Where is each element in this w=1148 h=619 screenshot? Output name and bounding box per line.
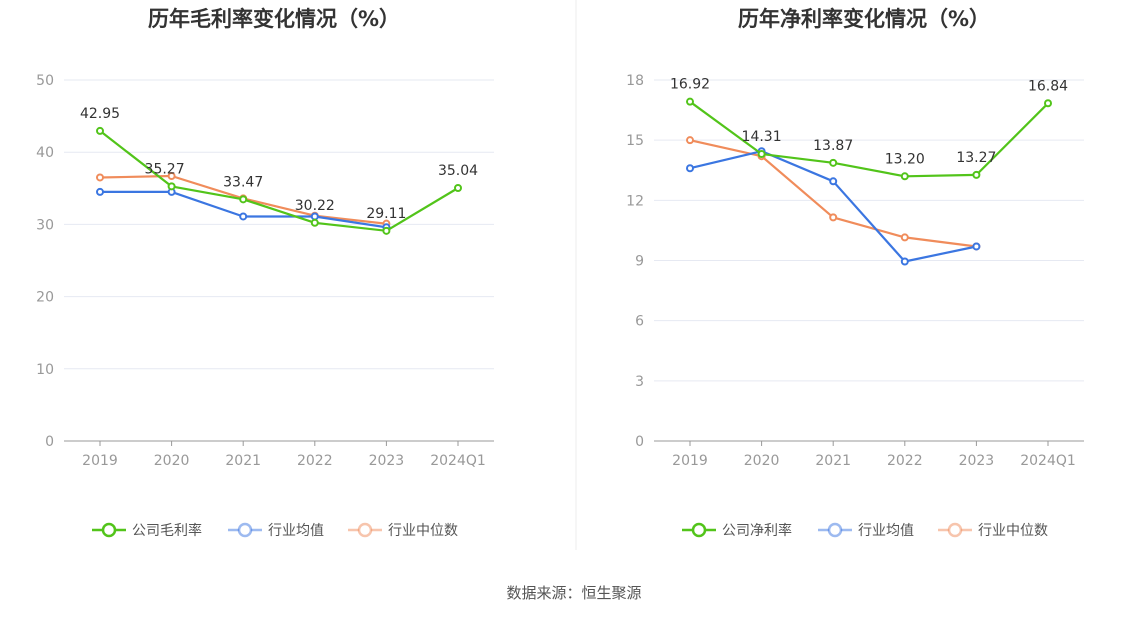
- y-tick-label: 50: [36, 73, 54, 89]
- y-tick-label: 3: [635, 374, 644, 390]
- data-label: 35.27: [145, 161, 185, 177]
- legend-label: 公司毛利率: [132, 522, 202, 539]
- chart-title: 历年毛利率变化情况（%）: [148, 7, 400, 31]
- data-point: [686, 164, 694, 173]
- data-source: 数据来源：恒生聚源: [506, 584, 641, 602]
- data-label: 14.31: [742, 129, 782, 145]
- data-point: [900, 172, 909, 181]
- data-label: 16.92: [670, 77, 710, 93]
- data-point: [829, 177, 838, 186]
- series-line-industry-avg: [689, 150, 977, 263]
- y-tick-label: 40: [36, 145, 54, 161]
- legend-marker: [947, 522, 963, 538]
- x-tick-label: 2024Q1: [1020, 453, 1076, 469]
- legend-marker: [827, 522, 843, 538]
- data-point: [239, 195, 248, 204]
- data-label: 13.20: [885, 151, 925, 167]
- y-tick-label: 0: [45, 434, 54, 450]
- data-point: [1044, 99, 1052, 108]
- y-tick-label: 12: [626, 193, 644, 209]
- chart-title: 历年净利率变化情况（%）: [738, 7, 990, 31]
- data-point: [96, 187, 104, 196]
- data-label: 33.47: [223, 174, 263, 190]
- x-tick-label: 2020: [154, 453, 190, 469]
- data-point: [829, 213, 838, 222]
- y-tick-label: 9: [635, 254, 644, 270]
- data-point: [96, 126, 104, 135]
- data-point: [900, 257, 909, 266]
- y-tick-label: 0: [635, 434, 644, 450]
- data-point: [454, 184, 462, 193]
- y-tick-label: 15: [626, 133, 644, 149]
- data-point: [382, 226, 391, 235]
- data-label: 30.22: [295, 198, 335, 214]
- data-point: [167, 182, 176, 191]
- x-tick-label: 2021: [225, 453, 261, 469]
- data-label: 42.95: [80, 106, 120, 122]
- data-label: 35.04: [438, 163, 478, 179]
- data-point: [757, 150, 766, 159]
- x-tick-label: 2019: [672, 453, 708, 469]
- gross-margin-chart: 历年毛利率变化情况（%） 0 10 20 30 40 50 2019 2020 2021 2022…: [36, 7, 494, 539]
- y-tick-label: 18: [626, 73, 644, 89]
- x-tick-label: 2022: [297, 453, 333, 469]
- x-tick-label: 2019: [82, 453, 118, 469]
- x-tick-label: 2020: [744, 453, 780, 469]
- data-point: [310, 218, 319, 227]
- legend-label: 行业均值: [858, 523, 914, 539]
- legend-marker: [691, 522, 707, 538]
- data-point: [310, 212, 319, 221]
- data-point: [167, 172, 176, 181]
- series-line-industry-median: [689, 139, 977, 248]
- x-tick-label: 2022: [887, 453, 923, 469]
- y-tick-label: 30: [36, 217, 54, 233]
- series-line-company: [689, 100, 1049, 178]
- data-point: [96, 173, 104, 182]
- legend-label: 公司净利率: [722, 522, 792, 539]
- data-point: [972, 170, 981, 179]
- data-point: [239, 212, 248, 221]
- legend-label: 行业均值: [268, 523, 324, 539]
- x-tick-label: 2023: [959, 453, 995, 469]
- data-label: 13.87: [813, 138, 853, 154]
- data-label: 13.27: [956, 150, 996, 166]
- legend-marker: [357, 522, 373, 538]
- data-label: 16.84: [1028, 78, 1068, 94]
- data-point: [972, 242, 981, 251]
- x-tick-label: 2024Q1: [430, 453, 486, 469]
- data-point: [686, 97, 694, 106]
- legend-marker: [237, 522, 253, 538]
- data-point: [900, 233, 909, 242]
- legend-label: 行业中位数: [388, 523, 458, 539]
- data-point: [829, 158, 838, 167]
- x-tick-label: 2023: [369, 453, 405, 469]
- legend-label: 行业中位数: [978, 523, 1048, 539]
- y-tick-label: 20: [36, 290, 54, 306]
- series-line-company: [99, 130, 459, 232]
- net-margin-chart: 历年净利率变化情况（%） 0 3 6 9 12 15 18 2019 2020 2021 2022 2…: [626, 7, 1084, 539]
- x-tick-label: 2021: [815, 453, 851, 469]
- y-tick-label: 6: [635, 314, 644, 330]
- y-tick-label: 10: [36, 362, 54, 378]
- data-label: 29.11: [366, 206, 406, 222]
- legend-marker: [101, 522, 117, 538]
- data-point: [686, 136, 694, 145]
